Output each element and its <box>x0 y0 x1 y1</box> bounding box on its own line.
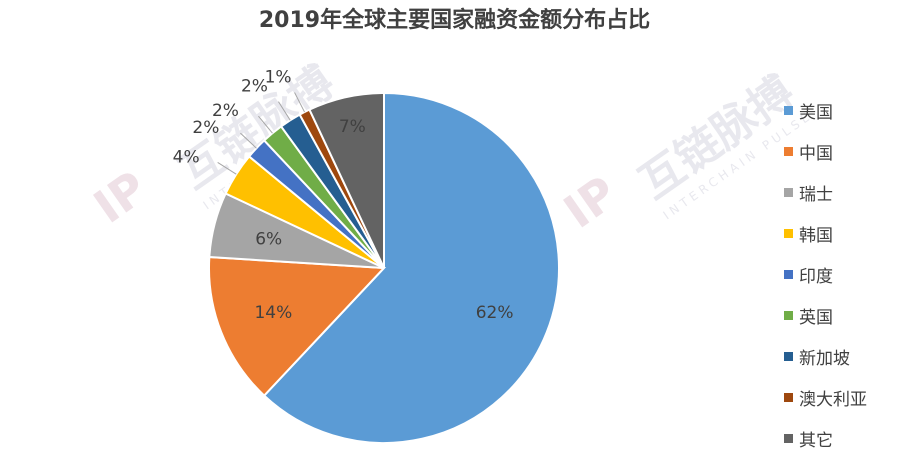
pie-label-7: 1% <box>265 67 292 87</box>
pie-label-5: 2% <box>212 101 239 121</box>
chart-title: 2019年全球主要国家融资金额分布占比 <box>258 8 651 33</box>
legend-label-7: 澳大利亚 <box>799 390 867 410</box>
leader-line-6 <box>278 101 291 121</box>
legend-label-3: 韩国 <box>799 226 833 246</box>
pie-label-0: 62% <box>476 303 514 323</box>
pie-label-1: 14% <box>254 303 292 323</box>
legend-swatch-7 <box>784 393 793 402</box>
leader-line-7 <box>294 92 305 113</box>
leader-line-5 <box>258 115 273 134</box>
legend-item-4: 印度 <box>784 254 867 295</box>
legend-swatch-0 <box>784 106 793 115</box>
legend-item-8: 其它 <box>784 418 867 459</box>
legend-item-1: 中国 <box>784 131 867 172</box>
legend-swatch-3 <box>784 229 793 238</box>
legend-item-0: 美国 <box>784 90 867 131</box>
legend-label-2: 瑞士 <box>799 185 833 205</box>
legend-label-8: 其它 <box>799 431 833 451</box>
pie-label-8: 7% <box>339 117 366 137</box>
legend-item-6: 新加坡 <box>784 336 867 377</box>
pie-slice-8 <box>308 91 385 269</box>
legend-label-6: 新加坡 <box>799 349 850 369</box>
legend-item-2: 瑞士 <box>784 172 867 213</box>
legend-swatch-2 <box>784 188 793 197</box>
pie-label-2: 6% <box>255 229 282 249</box>
legend-swatch-5 <box>784 311 793 320</box>
legend-swatch-4 <box>784 270 793 279</box>
pie-label-4: 2% <box>192 118 219 138</box>
pie-label-6: 2% <box>241 77 268 97</box>
pie-slice-0 <box>262 91 560 444</box>
legend-label-5: 英国 <box>799 308 833 328</box>
leader-line-3 <box>217 162 237 175</box>
legend: 美国中国瑞士韩国印度英国新加坡澳大利亚其它 <box>784 90 867 459</box>
leader-line-4 <box>240 132 257 149</box>
legend-swatch-6 <box>784 352 793 361</box>
legend-label-1: 中国 <box>799 144 833 164</box>
legend-item-7: 澳大利亚 <box>784 377 867 418</box>
legend-swatch-1 <box>784 147 793 156</box>
legend-label-0: 美国 <box>799 103 833 123</box>
legend-swatch-8 <box>784 434 793 443</box>
pie-slice-1 <box>208 255 387 397</box>
legend-item-3: 韩国 <box>784 213 867 254</box>
legend-label-4: 印度 <box>799 267 833 287</box>
pie-label-3: 4% <box>173 147 200 167</box>
legend-item-5: 英国 <box>784 295 867 336</box>
